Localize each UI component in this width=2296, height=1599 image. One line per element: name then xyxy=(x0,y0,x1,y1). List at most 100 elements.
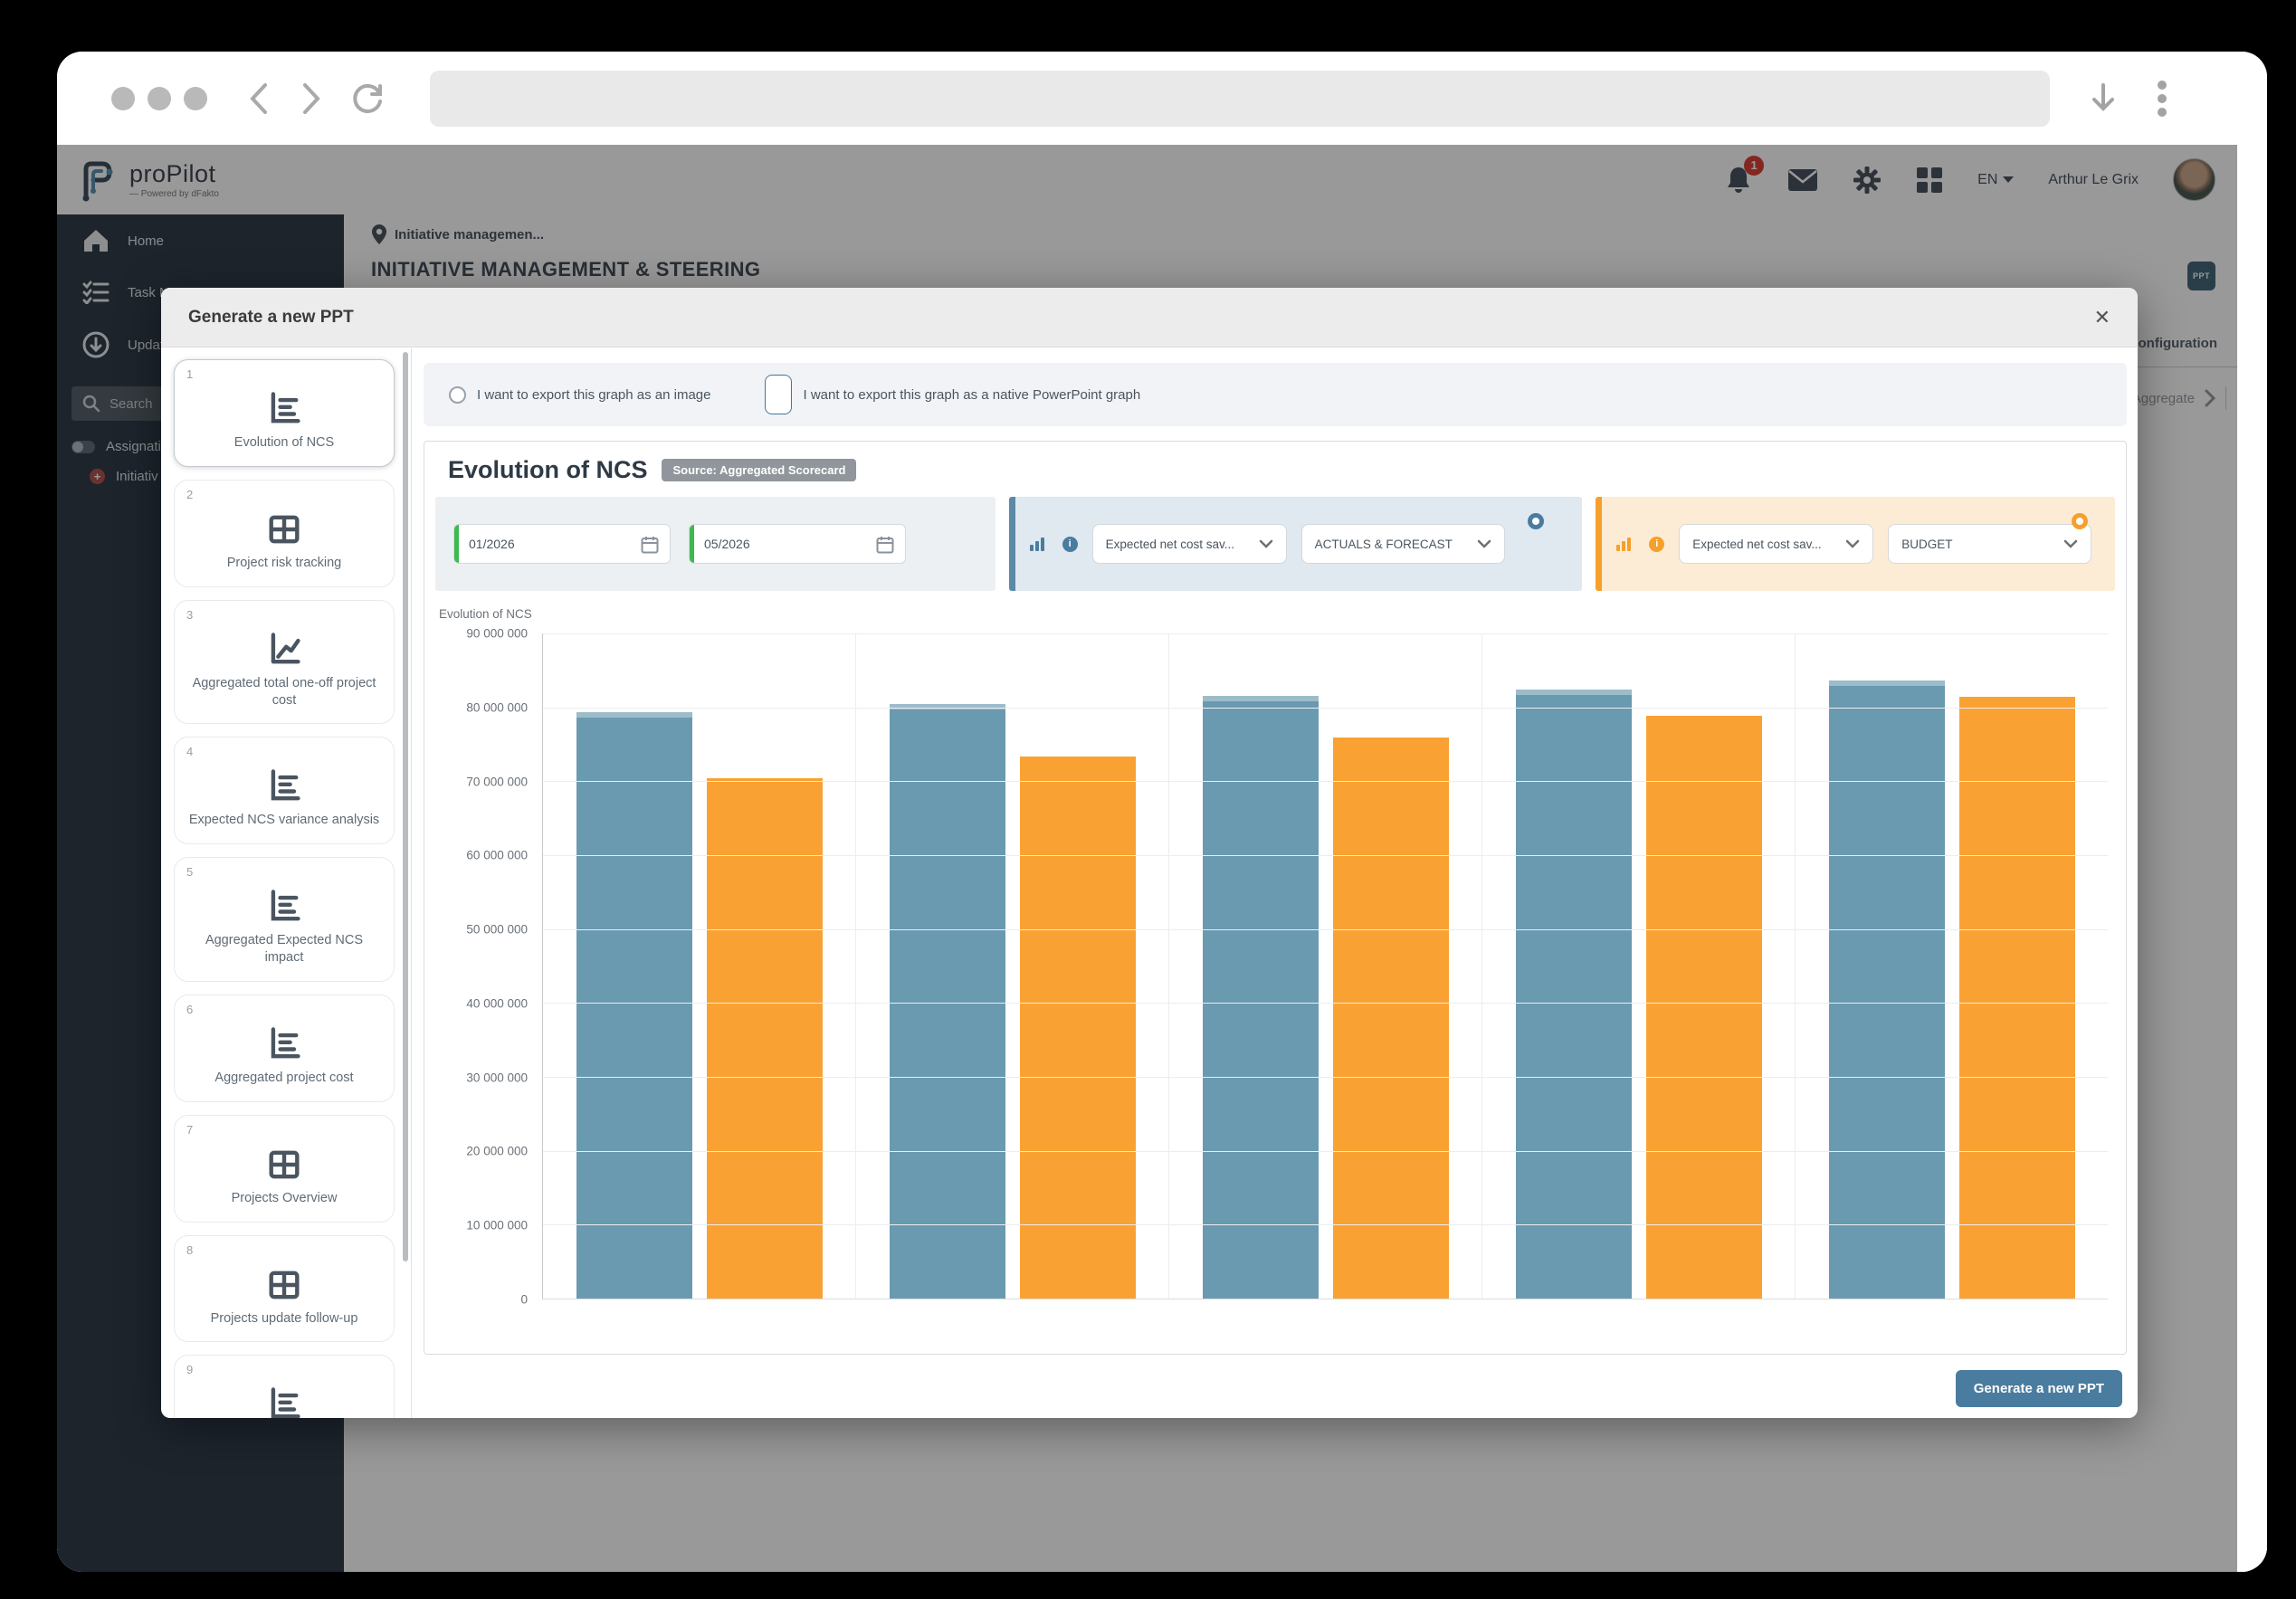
export-option-2[interactable]: I want to export this graph as a native … xyxy=(765,375,1140,414)
toggle-icon[interactable] xyxy=(71,440,95,453)
messages-envelope-icon[interactable] xyxy=(1787,168,1818,192)
line-chart-icon xyxy=(264,630,304,670)
app-logo[interactable]: proPilot — Powered by dFakto xyxy=(77,157,219,204)
bar-actuals-forecast[interactable] xyxy=(1202,696,1319,1299)
scenario-select-orange[interactable]: BUDGET xyxy=(1888,524,2092,564)
graph-filters: 01/2026 05/2026 i xyxy=(435,497,2115,591)
plot-area xyxy=(542,633,2108,1299)
bar-chart-icon xyxy=(264,887,304,927)
slide-card-5[interactable]: 5 Aggregated Expected NCS impact xyxy=(174,857,395,982)
bar-budget[interactable] xyxy=(1645,716,1762,1299)
window-control-dot[interactable] xyxy=(148,86,171,110)
modal-header: Generate a new PPT ✕ xyxy=(161,288,2138,347)
bar-chart-icon xyxy=(264,1385,304,1418)
sidebar-item-assignations[interactable]: Assignatio xyxy=(57,432,344,462)
close-icon[interactable]: ✕ xyxy=(2093,305,2110,328)
eye-icon[interactable] xyxy=(1528,513,1545,529)
radio-label: I want to export this graph as an image xyxy=(477,386,711,403)
window-control-dot[interactable] xyxy=(184,86,207,110)
notifications-bell-icon[interactable]: 1 xyxy=(1724,155,1765,195)
scenario-select-blue[interactable]: ACTUALS & FORECAST xyxy=(1300,524,1505,564)
plus-circle-icon: + xyxy=(90,469,105,484)
slide-label: Aggregated project cost xyxy=(214,1070,354,1085)
language-label: EN xyxy=(1977,171,1998,187)
slide-card-7[interactable]: 7 Projects Overview xyxy=(174,1114,395,1223)
aggregate-control[interactable]: Aggregate xyxy=(2045,386,2226,410)
apps-grid-icon[interactable] xyxy=(1916,167,1943,194)
bar-actuals-forecast[interactable] xyxy=(889,703,1005,1299)
slide-card-4[interactable]: 4 Expected NCS variance analysis xyxy=(174,737,395,845)
forward-icon[interactable] xyxy=(298,80,325,118)
bar-budget[interactable] xyxy=(1332,738,1449,1299)
date-to-input[interactable]: 05/2026 xyxy=(689,524,906,564)
page-title: INITIATIVE MANAGEMENT & STEERING xyxy=(371,258,761,281)
download-icon[interactable] xyxy=(2088,81,2119,116)
sidebar-item-home[interactable]: Home xyxy=(57,214,344,267)
calendar-icon xyxy=(641,537,659,554)
slide-number: 7 xyxy=(186,1122,194,1137)
browser-menu-icon[interactable] xyxy=(2157,79,2167,119)
bar-group xyxy=(543,633,856,1299)
y-axis-tick: 70 000 000 xyxy=(466,775,528,789)
chart-title: Evolution of NCS xyxy=(439,607,532,621)
metric-select-value: Expected net cost sav... xyxy=(1105,537,1234,551)
gridline xyxy=(543,1077,2108,1078)
chevron-down-icon xyxy=(2064,539,2078,548)
sidebar-item-initiatives[interactable]: + Initiativ xyxy=(57,462,344,491)
radio-icon[interactable] xyxy=(765,375,793,414)
sidebar-item-update[interactable]: Update xyxy=(57,318,344,372)
slide-card-2[interactable]: 2 Project risk tracking xyxy=(174,479,395,587)
export-option-1[interactable]: I want to export this graph as an image xyxy=(449,385,711,404)
sidebar-item-label: Update xyxy=(128,337,172,353)
gridline xyxy=(543,928,2108,930)
calendar-icon xyxy=(876,537,894,554)
refresh-icon[interactable] xyxy=(350,81,386,117)
slide-number: 2 xyxy=(186,487,194,501)
divider xyxy=(2225,386,2226,410)
metric-select-blue[interactable]: Expected net cost sav... xyxy=(1091,524,1287,564)
slides-panel: 1 Evolution of NCS 2 Project risk tracking 3… xyxy=(161,348,412,1418)
breadcrumb[interactable]: Initiative managemen... xyxy=(371,224,544,245)
metric-select-value: Expected net cost sav... xyxy=(1692,537,1822,551)
slide-card-8[interactable]: 8 Projects update follow-up xyxy=(174,1234,395,1343)
chevron-down-icon xyxy=(1846,539,1860,548)
ppt-export-button[interactable]: PPT xyxy=(2187,262,2215,290)
bar-budget[interactable] xyxy=(706,778,823,1299)
radio-icon[interactable] xyxy=(449,385,466,404)
bar-group xyxy=(856,633,1169,1299)
sidebar-item-label: Home xyxy=(128,233,165,249)
scenario-select-value: ACTUALS & FORECAST xyxy=(1314,537,1453,551)
generate-ppt-button[interactable]: Generate a new PPT xyxy=(1955,1370,2122,1407)
slides-scrollbar[interactable] xyxy=(403,352,408,1261)
bar-actuals-forecast[interactable] xyxy=(576,711,692,1299)
back-icon[interactable] xyxy=(245,80,272,118)
slide-card-1[interactable]: 1 Evolution of NCS xyxy=(174,359,395,467)
info-icon[interactable]: i xyxy=(1062,536,1078,552)
bar-actuals-forecast[interactable] xyxy=(1828,681,1945,1299)
gridline xyxy=(543,633,2108,634)
eye-icon[interactable] xyxy=(2072,513,2088,529)
bar-budget[interactable] xyxy=(1958,697,2075,1299)
language-selector[interactable]: EN xyxy=(1977,171,2015,188)
slide-label: Projects update follow-up xyxy=(210,1310,358,1326)
url-bar[interactable] xyxy=(430,70,2050,127)
bar-metric-icon xyxy=(1029,537,1044,551)
bar-metric-icon xyxy=(1616,537,1632,551)
avatar[interactable] xyxy=(2173,158,2215,201)
date-from-input[interactable]: 01/2026 xyxy=(453,524,671,564)
slide-card-3[interactable]: 3 Aggregated total one-off project cost xyxy=(174,599,395,725)
info-icon[interactable]: i xyxy=(1649,536,1665,552)
chevron-right-icon xyxy=(2205,389,2216,407)
slide-card-6[interactable]: 6 Aggregated project cost xyxy=(174,994,395,1102)
bar-actuals-forecast[interactable] xyxy=(1515,690,1632,1299)
slide-card-9[interactable]: 9 xyxy=(174,1355,395,1418)
slide-label: Project risk tracking xyxy=(226,555,342,570)
gridline xyxy=(543,781,2108,783)
metric-select-orange[interactable]: Expected net cost sav... xyxy=(1679,524,1874,564)
bar-budget[interactable] xyxy=(1019,757,1136,1299)
settings-gear-icon[interactable] xyxy=(1853,166,1882,195)
configuration-tab[interactable]: Configuration xyxy=(2128,336,2217,351)
browser-scrollbar-gutter[interactable] xyxy=(2237,145,2267,1572)
window-control-dot[interactable] xyxy=(111,86,135,110)
